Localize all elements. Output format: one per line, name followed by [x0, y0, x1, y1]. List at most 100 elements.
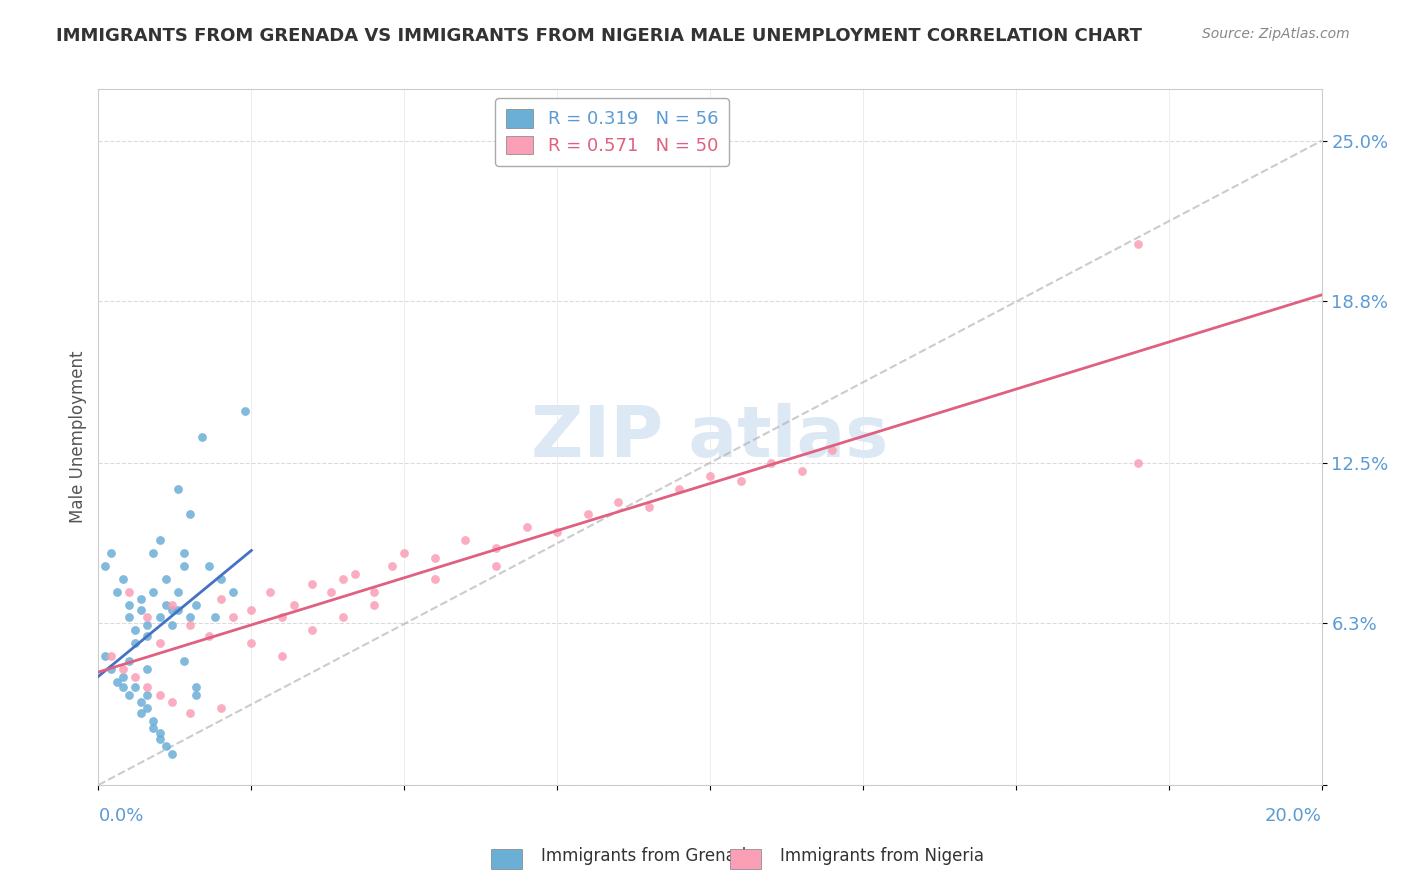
Point: [668, 482, 690, 496]
Point: [222, 584, 245, 599]
Point: [790, 464, 813, 478]
Point: [186, 688, 208, 702]
Point: [111, 670, 134, 684]
Point: [209, 592, 232, 607]
Point: [319, 584, 342, 599]
Point: [111, 680, 134, 694]
Point: [124, 636, 146, 650]
Point: [129, 696, 152, 710]
Point: [821, 442, 844, 457]
Point: [111, 572, 134, 586]
Point: [136, 662, 159, 676]
Point: [124, 624, 146, 638]
Point: [209, 700, 232, 714]
Point: [105, 674, 128, 689]
Point: [332, 610, 354, 624]
Point: [637, 500, 661, 514]
Point: [149, 688, 172, 702]
Point: [516, 520, 538, 534]
Point: [363, 598, 385, 612]
Point: [301, 577, 323, 591]
Point: [129, 592, 152, 607]
Point: [173, 546, 195, 560]
Point: [197, 628, 219, 642]
Point: [344, 566, 367, 581]
Point: [124, 670, 146, 684]
Point: [191, 430, 214, 444]
Point: [142, 714, 165, 728]
Point: [485, 558, 508, 573]
Point: [301, 624, 323, 638]
Point: [240, 603, 263, 617]
Point: [167, 482, 190, 496]
Point: [160, 696, 183, 710]
Text: IMMIGRANTS FROM GRENADA VS IMMIGRANTS FROM NIGERIA MALE UNEMPLOYMENT CORRELATION: IMMIGRANTS FROM GRENADA VS IMMIGRANTS FR…: [56, 27, 1142, 45]
Point: [118, 598, 141, 612]
Text: Immigrants from Grenada: Immigrants from Grenada: [541, 847, 756, 865]
Point: [363, 584, 385, 599]
Point: [283, 598, 305, 612]
Point: [197, 558, 219, 573]
Point: [155, 739, 177, 754]
Point: [93, 558, 115, 573]
Point: [142, 721, 165, 735]
Point: [118, 654, 141, 668]
Legend: R = 0.319   N = 56, R = 0.571   N = 50: R = 0.319 N = 56, R = 0.571 N = 50: [495, 98, 730, 166]
Point: [186, 598, 208, 612]
Point: [485, 541, 508, 555]
Point: [179, 706, 201, 720]
Point: [155, 598, 177, 612]
Point: [129, 603, 152, 617]
Point: [392, 546, 416, 560]
Point: [233, 404, 256, 418]
Point: [136, 688, 159, 702]
Point: [100, 546, 122, 560]
Point: [186, 680, 208, 694]
Point: [179, 508, 201, 522]
Point: [759, 456, 782, 470]
Point: [222, 610, 245, 624]
Point: [240, 636, 263, 650]
Point: [270, 610, 292, 624]
Point: [100, 662, 122, 676]
Text: 20.0%: 20.0%: [1265, 807, 1322, 825]
Point: [546, 525, 568, 540]
Text: ZIP atlas: ZIP atlas: [531, 402, 889, 472]
Point: [160, 598, 183, 612]
Point: [93, 649, 115, 664]
Point: [576, 508, 599, 522]
Point: [209, 572, 232, 586]
Point: [381, 558, 404, 573]
Point: [129, 706, 152, 720]
Point: [136, 628, 159, 642]
Point: [160, 603, 183, 617]
Point: [607, 494, 630, 508]
Point: [423, 551, 446, 566]
Point: [179, 618, 201, 632]
Point: [136, 618, 159, 632]
Point: [149, 636, 172, 650]
Point: [167, 584, 190, 599]
Point: [173, 654, 195, 668]
Point: [423, 572, 446, 586]
Point: [270, 649, 292, 664]
Point: [149, 610, 172, 624]
Point: [149, 533, 172, 548]
Point: [149, 731, 172, 746]
Text: 0.0%: 0.0%: [98, 807, 143, 825]
Point: [699, 468, 721, 483]
Point: [1128, 456, 1150, 470]
Point: [136, 680, 159, 694]
Point: [111, 662, 134, 676]
Point: [118, 610, 141, 624]
Point: [105, 584, 128, 599]
Point: [730, 474, 752, 488]
Text: Immigrants from Nigeria: Immigrants from Nigeria: [780, 847, 984, 865]
Point: [155, 572, 177, 586]
Point: [173, 558, 195, 573]
Point: [149, 726, 172, 740]
Y-axis label: Male Unemployment: Male Unemployment: [69, 351, 87, 524]
Point: [136, 700, 159, 714]
Point: [142, 546, 165, 560]
Text: Source: ZipAtlas.com: Source: ZipAtlas.com: [1202, 27, 1350, 41]
